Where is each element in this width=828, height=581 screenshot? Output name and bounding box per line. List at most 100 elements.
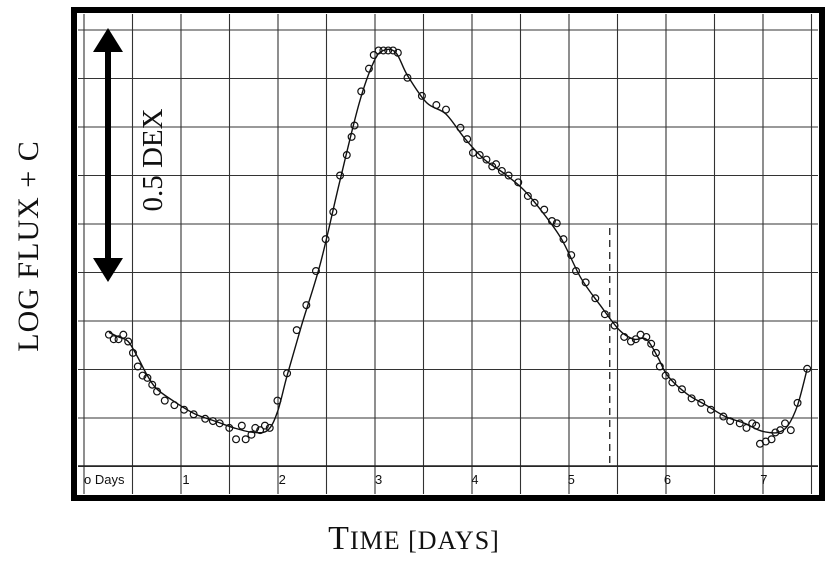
data-point bbox=[468, 148, 477, 157]
data-point bbox=[735, 419, 744, 428]
data-point bbox=[160, 396, 169, 405]
data-point bbox=[225, 423, 234, 432]
data-point bbox=[336, 171, 345, 180]
data-point bbox=[180, 405, 189, 414]
data-point bbox=[119, 330, 128, 339]
data-point bbox=[148, 380, 157, 389]
data-point bbox=[803, 364, 812, 373]
scale-arrow bbox=[93, 28, 123, 282]
x-tick-labels: o Days 1 2 3 4 5 6 7 bbox=[84, 472, 767, 487]
y-axis-label: LOG FLUX + C bbox=[12, 140, 45, 352]
data-point bbox=[572, 267, 581, 276]
data-point bbox=[302, 301, 311, 310]
data-point bbox=[748, 419, 757, 428]
data-point bbox=[492, 160, 501, 169]
data-point bbox=[273, 396, 282, 405]
data-point bbox=[138, 371, 147, 380]
data-point bbox=[215, 419, 224, 428]
scale-arrow-up-icon bbox=[93, 28, 123, 52]
data-point bbox=[497, 166, 506, 175]
data-point bbox=[114, 335, 123, 344]
data-point bbox=[626, 337, 635, 346]
scale-arrow-down-icon bbox=[93, 258, 123, 282]
data-point bbox=[647, 339, 656, 348]
data-point bbox=[620, 332, 629, 341]
data-point bbox=[726, 417, 735, 426]
x-axis-label-initial: T bbox=[328, 520, 350, 557]
data-point bbox=[655, 362, 664, 371]
data-point bbox=[786, 426, 795, 435]
data-point bbox=[251, 423, 260, 432]
data-point bbox=[651, 348, 660, 357]
data-point bbox=[389, 46, 398, 55]
data-point bbox=[432, 101, 441, 110]
data-point bbox=[265, 423, 274, 432]
data-point bbox=[642, 332, 651, 341]
data-point bbox=[475, 151, 484, 160]
data-point bbox=[706, 405, 715, 414]
data-point bbox=[292, 326, 301, 335]
data-point bbox=[668, 378, 677, 387]
data-point bbox=[742, 423, 751, 432]
data-point bbox=[260, 421, 269, 430]
data-point bbox=[793, 398, 802, 407]
data-point bbox=[781, 419, 790, 428]
data-point bbox=[530, 198, 539, 207]
data-point bbox=[256, 426, 265, 435]
data-point bbox=[124, 337, 133, 346]
data-point bbox=[379, 46, 388, 55]
data-point bbox=[283, 369, 292, 378]
x-tick-label: 4 bbox=[471, 472, 478, 487]
data-point bbox=[581, 278, 590, 287]
data-point bbox=[767, 435, 776, 444]
x-tick-label: 1 bbox=[182, 472, 189, 487]
x-tick-label: 3 bbox=[375, 472, 382, 487]
data-points bbox=[104, 46, 812, 448]
data-point bbox=[153, 387, 162, 396]
data-point bbox=[369, 51, 378, 60]
data-point bbox=[540, 205, 549, 214]
data-point bbox=[170, 401, 179, 410]
data-point bbox=[321, 235, 330, 244]
data-point bbox=[241, 435, 250, 444]
data-point bbox=[189, 410, 198, 419]
data-point bbox=[547, 216, 556, 225]
data-point bbox=[771, 428, 780, 437]
data-point bbox=[247, 430, 256, 439]
data-point bbox=[201, 414, 210, 423]
data-point bbox=[237, 421, 246, 430]
data-point bbox=[514, 178, 523, 187]
x-tick-label: 2 bbox=[279, 472, 286, 487]
data-point bbox=[552, 219, 561, 228]
data-point bbox=[133, 362, 142, 371]
data-point bbox=[631, 335, 640, 344]
data-point bbox=[364, 64, 373, 73]
data-point bbox=[719, 412, 728, 421]
data-point bbox=[776, 426, 785, 435]
data-point bbox=[488, 162, 497, 171]
data-point bbox=[143, 373, 152, 382]
data-point bbox=[610, 321, 619, 330]
data-point bbox=[687, 394, 696, 403]
data-point bbox=[456, 123, 465, 132]
data-point bbox=[342, 151, 351, 160]
data-point bbox=[677, 385, 686, 394]
data-point bbox=[311, 267, 320, 276]
x-tick-label: 6 bbox=[664, 472, 671, 487]
data-point bbox=[374, 46, 383, 55]
data-point bbox=[232, 435, 241, 444]
x-axis-label: TIME [DAYS] bbox=[0, 520, 828, 558]
data-point bbox=[403, 73, 412, 82]
data-point bbox=[523, 191, 532, 200]
data-point bbox=[384, 46, 393, 55]
data-point bbox=[104, 330, 113, 339]
data-point bbox=[350, 121, 359, 130]
data-point bbox=[591, 294, 600, 303]
data-point bbox=[697, 398, 706, 407]
data-point bbox=[567, 251, 576, 260]
data-point bbox=[208, 417, 217, 426]
chart-border bbox=[71, 7, 825, 501]
data-point bbox=[128, 348, 137, 357]
